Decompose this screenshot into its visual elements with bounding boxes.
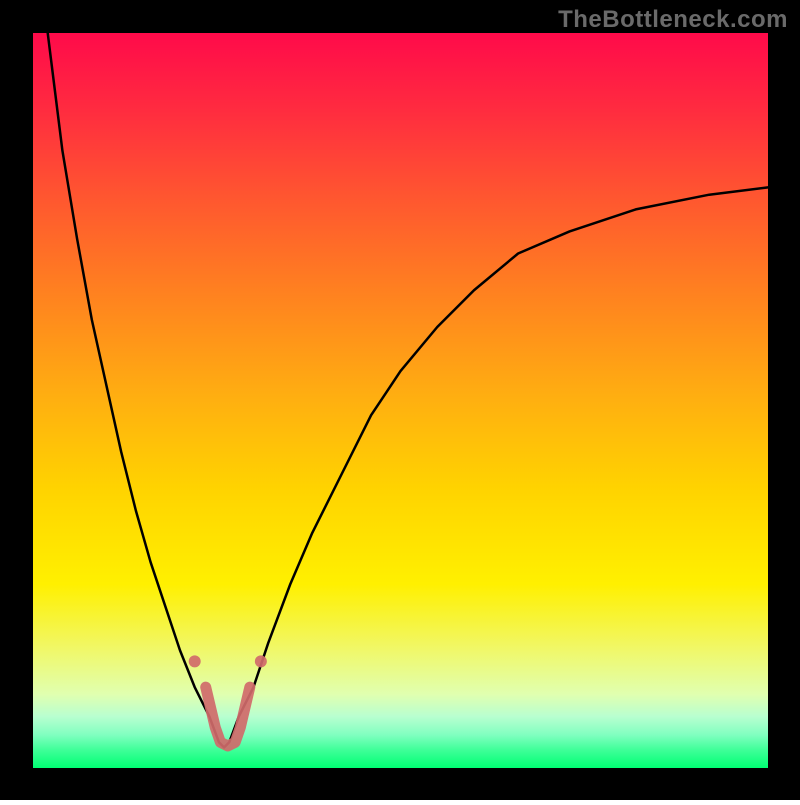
reference-dot <box>255 655 267 667</box>
bottleneck-chart: TheBottleneck.com <box>0 0 800 800</box>
chart-canvas <box>0 0 800 800</box>
plot-background <box>33 33 768 768</box>
reference-dot <box>189 655 201 667</box>
watermark-text: TheBottleneck.com <box>558 6 788 34</box>
